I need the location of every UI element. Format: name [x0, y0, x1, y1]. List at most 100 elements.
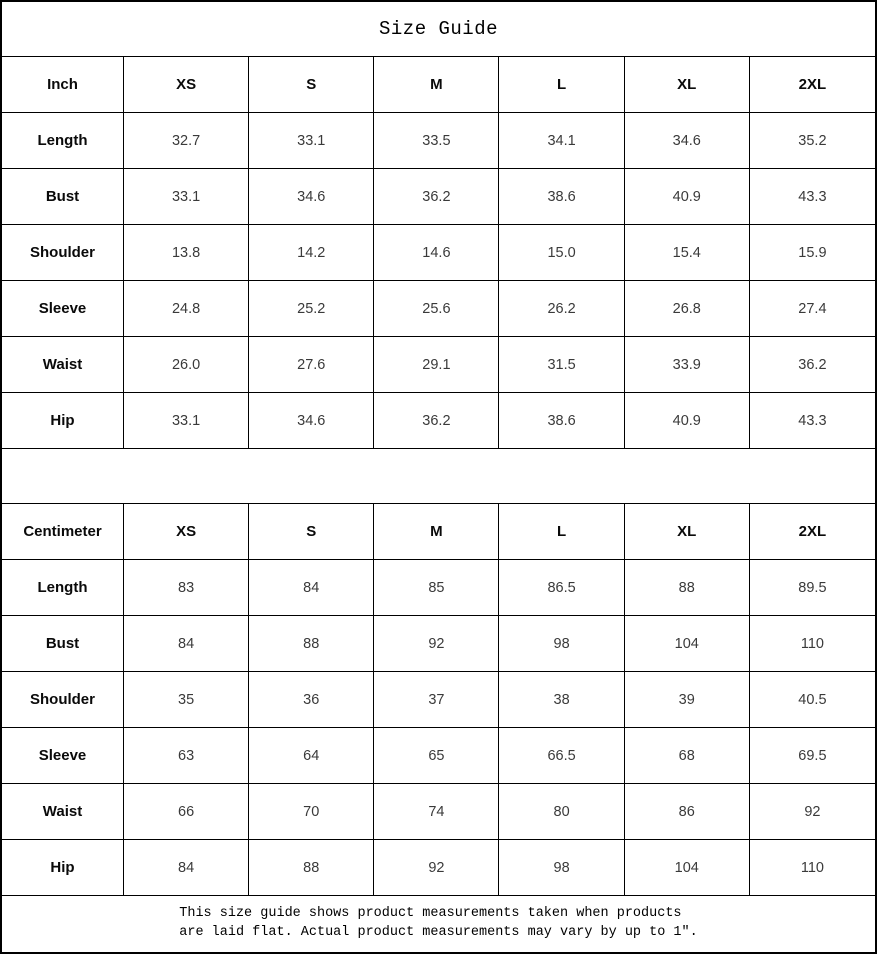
cm-sleeve-s: 64	[249, 728, 375, 784]
cm-size-header-m: M	[374, 504, 500, 560]
cm-unit-header-cell: Centimeter	[2, 504, 124, 560]
size-header-xs: XS	[124, 57, 250, 113]
inch-length-xl: 34.6	[624, 113, 750, 169]
inch-hip-2xl: 43.3	[749, 393, 875, 449]
inch-sleeve-2xl: 27.4	[749, 281, 875, 337]
inch-waist-m: 29.1	[374, 337, 500, 393]
cm-bust-2xl: 110	[749, 616, 875, 672]
inch-waist-2xl: 36.2	[749, 337, 875, 393]
inch-row-label-hip: Hip	[2, 393, 124, 449]
cm-hip-m: 92	[374, 840, 500, 896]
inch-sleeve-s: 25.2	[249, 281, 375, 337]
cm-waist-m: 74	[374, 784, 500, 840]
inch-row-label-bust: Bust	[2, 169, 124, 225]
cm-bust-l: 98	[499, 616, 625, 672]
cm-row-label-sleeve: Sleeve	[2, 728, 124, 784]
cm-waist-l: 80	[499, 784, 625, 840]
size-header-m: M	[374, 57, 500, 113]
spacer-row	[2, 449, 875, 504]
inch-sleeve-xl: 26.8	[624, 281, 750, 337]
size-header-xl: XL	[624, 57, 750, 113]
cm-waist-2xl: 92	[749, 784, 875, 840]
cm-hip-s: 88	[249, 840, 375, 896]
inch-waist-s: 27.6	[249, 337, 375, 393]
inch-shoulder-l: 15.0	[499, 225, 625, 281]
inch-unit-header-cell: Inch	[2, 57, 124, 113]
cm-waist-xl: 86	[624, 784, 750, 840]
inch-length-m: 33.5	[374, 113, 500, 169]
size-header-s: S	[249, 57, 375, 113]
cm-size-header-xs: XS	[124, 504, 250, 560]
inch-table: Inch XS S M L XL 2XL Length 32.7 33.1 33…	[2, 57, 875, 449]
cm-sleeve-xl: 68	[624, 728, 750, 784]
inch-shoulder-xs: 13.8	[124, 225, 250, 281]
inch-bust-l: 38.6	[499, 169, 625, 225]
cm-size-header-l: L	[499, 504, 625, 560]
cm-hip-l: 98	[499, 840, 625, 896]
cm-row-label-shoulder: Shoulder	[2, 672, 124, 728]
inch-bust-xl: 40.9	[624, 169, 750, 225]
inch-waist-xs: 26.0	[124, 337, 250, 393]
footer-note-text: This size guide shows product measuremen…	[179, 904, 697, 942]
cm-row-label-waist: Waist	[2, 784, 124, 840]
cm-length-2xl: 89.5	[749, 560, 875, 616]
size-header-l: L	[499, 57, 625, 113]
cm-sleeve-m: 65	[374, 728, 500, 784]
inch-row-label-sleeve: Sleeve	[2, 281, 124, 337]
inch-hip-xl: 40.9	[624, 393, 750, 449]
cm-length-s: 84	[249, 560, 375, 616]
cm-waist-s: 70	[249, 784, 375, 840]
cm-hip-2xl: 110	[749, 840, 875, 896]
cm-size-header-xl: XL	[624, 504, 750, 560]
cm-row-label-hip: Hip	[2, 840, 124, 896]
cm-length-l: 86.5	[499, 560, 625, 616]
cm-size-header-2xl: 2XL	[749, 504, 875, 560]
inch-bust-2xl: 43.3	[749, 169, 875, 225]
inch-waist-l: 31.5	[499, 337, 625, 393]
inch-shoulder-2xl: 15.9	[749, 225, 875, 281]
cm-sleeve-xs: 63	[124, 728, 250, 784]
inch-bust-xs: 33.1	[124, 169, 250, 225]
inch-row-label-waist: Waist	[2, 337, 124, 393]
cm-bust-m: 92	[374, 616, 500, 672]
cm-length-m: 85	[374, 560, 500, 616]
inch-length-s: 33.1	[249, 113, 375, 169]
cm-shoulder-xl: 39	[624, 672, 750, 728]
inch-hip-xs: 33.1	[124, 393, 250, 449]
footer-line-2: are laid flat. Actual product measuremen…	[179, 925, 698, 940]
cm-hip-xs: 84	[124, 840, 250, 896]
inch-length-2xl: 35.2	[749, 113, 875, 169]
inch-sleeve-m: 25.6	[374, 281, 500, 337]
cm-shoulder-xs: 35	[124, 672, 250, 728]
centimeter-table: Centimeter XS S M L XL 2XL Length 83 84 …	[2, 504, 875, 896]
cm-shoulder-2xl: 40.5	[749, 672, 875, 728]
inch-length-l: 34.1	[499, 113, 625, 169]
inch-length-xs: 32.7	[124, 113, 250, 169]
cm-sleeve-2xl: 69.5	[749, 728, 875, 784]
cm-size-header-s: S	[249, 504, 375, 560]
footer-note: This size guide shows product measuremen…	[2, 896, 875, 950]
cm-hip-xl: 104	[624, 840, 750, 896]
inch-sleeve-xs: 24.8	[124, 281, 250, 337]
cm-length-xs: 83	[124, 560, 250, 616]
cm-sleeve-l: 66.5	[499, 728, 625, 784]
cm-bust-xs: 84	[124, 616, 250, 672]
inch-waist-xl: 33.9	[624, 337, 750, 393]
cm-row-label-length: Length	[2, 560, 124, 616]
size-header-2xl: 2XL	[749, 57, 875, 113]
inch-hip-s: 34.6	[249, 393, 375, 449]
cm-bust-xl: 104	[624, 616, 750, 672]
inch-shoulder-s: 14.2	[249, 225, 375, 281]
inch-sleeve-l: 26.2	[499, 281, 625, 337]
cm-row-label-bust: Bust	[2, 616, 124, 672]
cm-bust-s: 88	[249, 616, 375, 672]
cm-waist-xs: 66	[124, 784, 250, 840]
page-title: Size Guide	[2, 2, 875, 57]
inch-bust-s: 34.6	[249, 169, 375, 225]
footer-line-1: This size guide shows product measuremen…	[179, 906, 682, 921]
cm-shoulder-m: 37	[374, 672, 500, 728]
inch-bust-m: 36.2	[374, 169, 500, 225]
inch-row-label-shoulder: Shoulder	[2, 225, 124, 281]
cm-shoulder-s: 36	[249, 672, 375, 728]
inch-hip-l: 38.6	[499, 393, 625, 449]
